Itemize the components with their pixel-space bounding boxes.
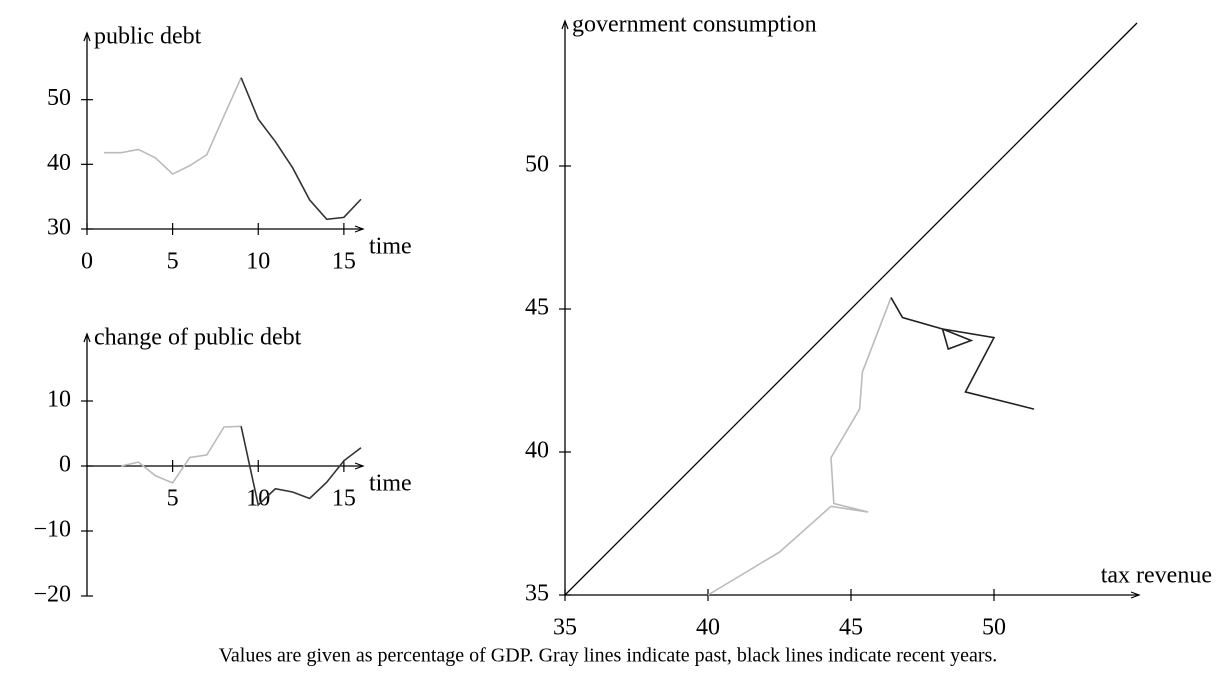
x-tick-label: 40	[696, 615, 720, 641]
axis-arrow	[561, 19, 569, 30]
x-tick-label: 15	[332, 249, 356, 275]
x-tick-label: 10	[246, 249, 270, 275]
axis-arrow	[354, 462, 365, 470]
x-axis-label: tax revenue	[1101, 563, 1212, 589]
axis-arrow	[354, 225, 365, 233]
x-axis-label: time	[369, 234, 412, 260]
line	[890, 297, 1035, 410]
line	[240, 77, 362, 221]
line	[104, 77, 242, 175]
axis-arrow	[1130, 591, 1141, 599]
x-tick-label: 45	[839, 615, 863, 641]
y-tick-label: 0	[59, 452, 71, 478]
x-tick-label: 10	[246, 486, 270, 512]
y-tick-label: 45	[525, 295, 549, 321]
y-axis-label: public debt	[94, 24, 202, 50]
y-tick-label: 35	[525, 581, 549, 607]
y-axis-label: change of public debt	[94, 325, 302, 351]
y-tick-label: −20	[33, 582, 71, 608]
line	[240, 426, 362, 507]
y-tick-label: 40	[47, 150, 71, 176]
axis-arrow	[83, 31, 91, 42]
x-tick-label: 35	[553, 615, 577, 641]
axis-arrow	[83, 332, 91, 343]
x-tick-label: 5	[167, 486, 179, 512]
y-tick-label: −10	[33, 517, 71, 543]
y-tick-label: 50	[47, 85, 71, 111]
diagonal	[564, 22, 1138, 596]
y-tick-label: 10	[47, 387, 71, 413]
x-axis-label: time	[369, 471, 412, 497]
x-tick-label: 15	[332, 486, 356, 512]
line	[121, 425, 242, 484]
x-tick-label: 0	[81, 249, 93, 275]
x-tick-label: 50	[982, 615, 1006, 641]
y-tick-label: 30	[47, 215, 71, 241]
x-tick-label: 5	[167, 249, 179, 275]
y-axis-label: government consumption	[572, 12, 817, 38]
caption: Values are given as percentage of GDP. G…	[219, 645, 998, 667]
y-tick-label: 50	[525, 152, 549, 178]
y-tick-label: 40	[525, 438, 549, 464]
line	[707, 297, 892, 596]
